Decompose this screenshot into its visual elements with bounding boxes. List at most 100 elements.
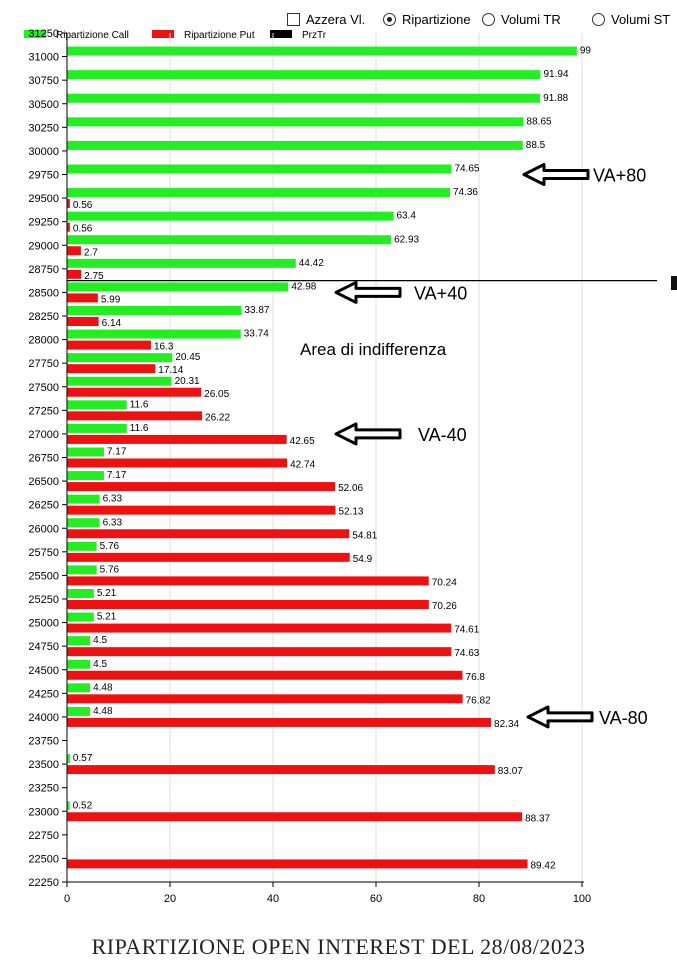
call-value-label: 99 xyxy=(580,46,592,57)
y-tick-label: 24000 xyxy=(28,712,59,724)
volumi-st-label: Volumi ST xyxy=(611,12,671,27)
y-tick-label: 29250 xyxy=(28,217,59,229)
call-value-label: 44.42 xyxy=(299,258,324,269)
put-value-label: 6.14 xyxy=(102,318,122,329)
call-bar xyxy=(67,541,97,551)
legend: Ripartizione Call Ripartizione Put PrzTr xyxy=(24,30,327,41)
put-bar xyxy=(67,859,528,869)
put-value-label: 70.26 xyxy=(432,601,457,612)
y-tick-label: 23000 xyxy=(28,806,59,818)
call-bar xyxy=(67,518,100,528)
call-bar xyxy=(67,164,452,174)
put-value-label: 42.65 xyxy=(290,436,315,447)
call-value-label: 7.17 xyxy=(107,447,127,458)
call-value-label: 88.65 xyxy=(527,116,552,127)
put-value-label: 26.05 xyxy=(204,389,229,400)
y-tick-label: 29500 xyxy=(28,193,59,205)
call-bar xyxy=(67,706,91,716)
call-value-label: 88.5 xyxy=(526,140,546,151)
call-bar xyxy=(67,400,127,410)
put-value-label: 2.75 xyxy=(84,271,104,282)
call-value-label: 74.36 xyxy=(453,187,478,198)
call-bar xyxy=(67,683,91,693)
put-bar xyxy=(67,411,203,421)
y-tick-label: 25750 xyxy=(28,547,59,559)
radio-icon xyxy=(592,13,605,26)
annotation-arrow xyxy=(526,705,594,729)
put-value-label: 54.81 xyxy=(352,530,377,541)
put-bar xyxy=(67,812,523,822)
call-bar xyxy=(67,46,577,56)
call-value-label: 5.21 xyxy=(97,612,117,623)
put-value-label: 54.9 xyxy=(353,554,373,565)
call-value-label: 5.76 xyxy=(100,541,120,552)
put-bar xyxy=(67,458,288,468)
legend-label: Ripartizione Put xyxy=(184,30,255,41)
volumi-tr-radio[interactable]: Volumi TR xyxy=(482,12,561,27)
call-value-label: 63.4 xyxy=(397,211,417,222)
annotation-arrow xyxy=(334,422,402,446)
volumi-st-radio[interactable]: Volumi ST xyxy=(592,12,670,27)
call-value-label: 20.31 xyxy=(175,376,200,387)
put-bar xyxy=(67,387,202,397)
put-bar xyxy=(67,717,492,727)
y-tick-label: 23750 xyxy=(28,736,59,748)
legend-swatch xyxy=(152,30,174,38)
call-value-label: 62.93 xyxy=(394,234,419,245)
put-value-label: 42.74 xyxy=(290,460,315,471)
legend-swatch xyxy=(270,30,292,38)
put-bar xyxy=(67,434,287,444)
ripartizione-radio[interactable]: Ripartizione xyxy=(383,12,471,27)
call-bar xyxy=(67,282,289,292)
y-tick-label: 25500 xyxy=(28,570,59,582)
put-bar xyxy=(67,340,151,350)
azzera-label: Azzera Vl. xyxy=(306,12,366,27)
put-value-label: 83.07 xyxy=(498,766,523,777)
put-bar xyxy=(67,505,336,515)
call-bar xyxy=(67,754,70,764)
y-tick-label: 26250 xyxy=(28,500,59,512)
checkbox-icon xyxy=(287,13,300,26)
y-tick-label: 25000 xyxy=(28,618,59,630)
annotation-arrow xyxy=(522,163,590,186)
call-value-label: 33.74 xyxy=(244,329,269,340)
call-bar xyxy=(67,353,173,363)
y-tick-label: 31250 xyxy=(28,28,59,40)
call-bar xyxy=(67,93,541,103)
call-value-label: 11.6 xyxy=(130,423,149,434)
put-bar xyxy=(67,293,98,303)
put-bar xyxy=(67,529,350,539)
y-tick-label: 30750 xyxy=(28,75,59,87)
call-value-label: 74.65 xyxy=(454,164,479,175)
azzera-checkbox[interactable]: Azzera Vl. xyxy=(287,12,365,27)
y-tick-label: 28000 xyxy=(28,335,59,347)
call-bar xyxy=(67,376,172,386)
call-value-label: 33.87 xyxy=(244,305,269,316)
put-bar xyxy=(67,576,429,586)
annotations: VA+80 VA+40 Area di indifferenza VA-40 VA-80 xyxy=(300,163,648,729)
y-tick-label: 26000 xyxy=(28,523,59,535)
call-value-label: 20.45 xyxy=(175,352,200,363)
put-value-label: 0.56 xyxy=(73,224,93,235)
put-value-label: 82.34 xyxy=(494,719,519,730)
y-tick-label: 29750 xyxy=(28,170,59,182)
put-bar xyxy=(67,222,70,232)
call-value-label: 5.21 xyxy=(97,588,117,599)
y-tick-label: 26500 xyxy=(28,476,59,488)
call-bar xyxy=(67,471,104,481)
put-value-label: 76.82 xyxy=(466,695,491,706)
call-value-label: 91.94 xyxy=(543,69,568,80)
scroll-marker[interactable] xyxy=(671,276,677,290)
call-bar xyxy=(67,258,296,268)
call-bar xyxy=(67,235,392,245)
annotation-arrow xyxy=(334,280,402,304)
x-tick-label: 40 xyxy=(267,893,279,905)
bars: 99 91.94 91.88 88.65 88.5 74.65 74.36 0.56 63.4 0… xyxy=(67,46,592,871)
put-bar xyxy=(67,600,429,609)
put-bar xyxy=(67,246,81,256)
view-options: Azzera Vl. Ripartizione Volumi TR Volumi… xyxy=(287,12,677,30)
grid xyxy=(169,33,583,882)
ripartizione-label: Ripartizione xyxy=(402,12,471,27)
call-bar xyxy=(67,447,104,457)
put-value-label: 17.14 xyxy=(158,365,183,376)
